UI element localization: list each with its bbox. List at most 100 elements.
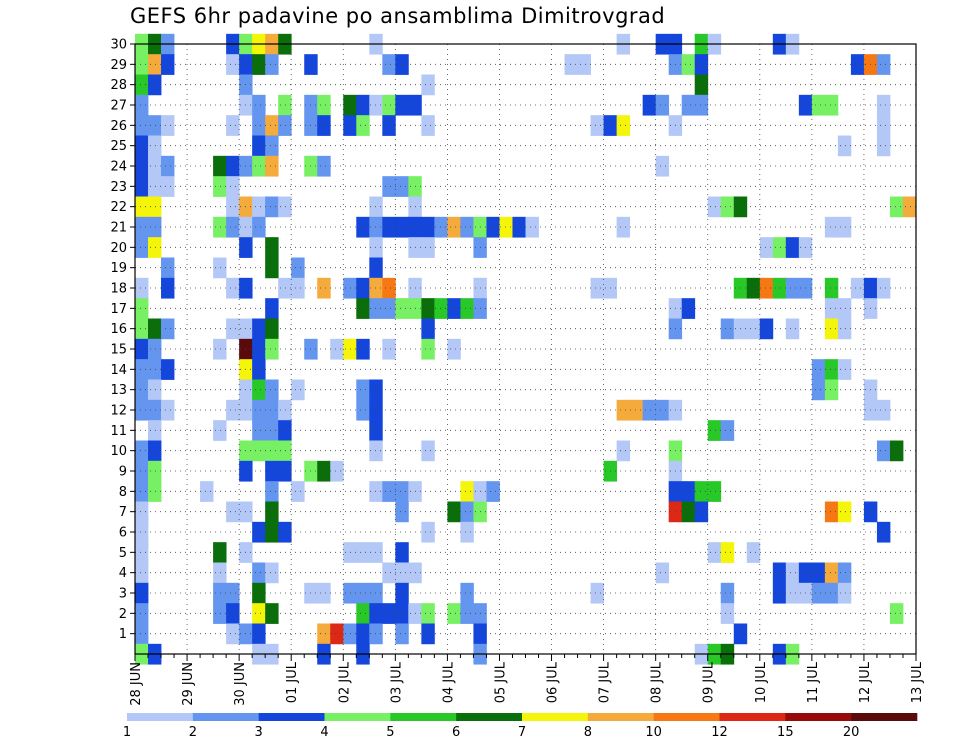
x-tick-label: 07 JUL	[598, 661, 613, 703]
heatmap-cell	[135, 94, 149, 116]
y-tick-label: 17	[110, 302, 127, 317]
heatmap-cell	[590, 115, 604, 136]
heatmap-cell	[278, 277, 292, 299]
heatmap-cell	[746, 542, 761, 563]
heatmap-cell	[876, 399, 891, 421]
heatmap-cell	[265, 237, 279, 258]
heatmap-cell	[837, 501, 852, 523]
heatmap-cell	[135, 74, 149, 96]
heatmap-cell	[356, 216, 370, 238]
heatmap-cell	[278, 115, 292, 136]
heatmap-cell	[213, 338, 227, 360]
heatmap-cell	[616, 216, 631, 238]
heatmap-cell	[369, 542, 383, 563]
y-tick-label: 6	[119, 526, 127, 541]
heatmap-cell	[265, 420, 279, 441]
heatmap-cell	[135, 135, 149, 157]
heatmap-cell	[252, 115, 266, 136]
heatmap-cell	[382, 562, 396, 584]
heatmap-cell	[889, 196, 904, 218]
heatmap-cell	[382, 115, 396, 136]
heatmap-cell	[291, 481, 305, 502]
color-scale-swatch	[587, 713, 654, 721]
heatmap-cell	[148, 399, 162, 421]
color-scale-label: 7	[518, 725, 526, 740]
heatmap-cell	[265, 155, 279, 177]
heatmap-cell	[252, 94, 266, 116]
y-tick-label: 25	[110, 139, 127, 154]
heatmap-cell	[460, 582, 474, 604]
heatmap-cell	[837, 135, 852, 157]
heatmap-cell	[226, 582, 240, 604]
heatmap-cell	[161, 54, 175, 75]
heatmap-cell	[421, 623, 435, 645]
heatmap-cell	[161, 257, 175, 279]
heatmap-cell	[226, 399, 240, 421]
color-scale-label: 12	[711, 725, 728, 740]
heatmap-cell	[161, 176, 175, 197]
heatmap-cell	[252, 338, 266, 360]
heatmap-cell	[655, 562, 670, 584]
color-scale-swatch	[390, 713, 457, 721]
heatmap-cell	[278, 399, 292, 421]
heatmap-cell	[369, 420, 383, 441]
heatmap-cell	[460, 521, 474, 543]
heatmap-cell	[759, 318, 774, 340]
heatmap-cell	[369, 481, 383, 502]
heatmap-cell	[395, 176, 409, 197]
heatmap-cell	[720, 582, 735, 604]
heatmap-cell	[889, 440, 904, 462]
heatmap-cell	[161, 399, 175, 421]
heatmap-cell	[356, 338, 370, 360]
color-scale-swatch	[258, 713, 325, 721]
heatmap-cell	[252, 155, 266, 177]
heatmap-cell	[317, 94, 331, 116]
heatmap-cell	[213, 257, 227, 279]
y-tick-label: 7	[119, 505, 127, 520]
y-tick-label: 20	[110, 241, 127, 256]
color-scale-swatch	[785, 713, 852, 721]
color-scale-label: 15	[777, 725, 794, 740]
heatmap-cell	[265, 298, 279, 319]
heatmap-cell	[356, 94, 370, 116]
heatmap-cell	[447, 338, 461, 360]
heatmap-cell	[876, 440, 891, 462]
heatmap-cell	[369, 257, 383, 279]
heatmap-cell	[135, 440, 149, 462]
heatmap-cell	[161, 318, 175, 340]
heatmap-cell	[356, 623, 370, 645]
y-tick-label: 13	[110, 383, 127, 398]
heatmap-cell	[252, 562, 266, 584]
heatmap-cell	[135, 359, 149, 380]
heatmap-cell	[148, 379, 162, 401]
color-scale-swatch	[851, 713, 918, 721]
heatmap-cell	[226, 501, 240, 523]
y-tick-label: 16	[110, 322, 127, 337]
heatmap-cell	[265, 603, 279, 624]
heatmap-cell	[746, 318, 761, 340]
heatmap-cell	[356, 399, 370, 421]
heatmap-cell	[707, 420, 722, 441]
heatmap-cell	[720, 196, 735, 218]
heatmap-cell	[213, 420, 227, 441]
heatmap-cell	[655, 155, 670, 177]
heatmap-cell	[148, 481, 162, 502]
heatmap-cell	[421, 603, 435, 624]
heatmap-cell	[265, 115, 279, 136]
heatmap-cell	[824, 501, 839, 523]
heatmap-cell	[369, 582, 383, 604]
heatmap-cell	[772, 277, 787, 299]
heatmap-cell	[265, 440, 279, 462]
x-tick-label: 06 JUL	[546, 661, 561, 703]
y-tick-label: 28	[110, 78, 127, 93]
heatmap-cell	[759, 277, 774, 299]
heatmap-cell	[317, 155, 331, 177]
heatmap-cell	[252, 440, 266, 462]
x-tick-label: 29 JUN	[181, 662, 196, 706]
y-tick-label: 11	[110, 424, 127, 439]
y-axis: 1234567891011121314151617181920212223242…	[110, 38, 135, 642]
heatmap-cell	[759, 237, 774, 258]
y-tick-label: 12	[110, 404, 127, 419]
heatmap-cell	[512, 216, 526, 238]
